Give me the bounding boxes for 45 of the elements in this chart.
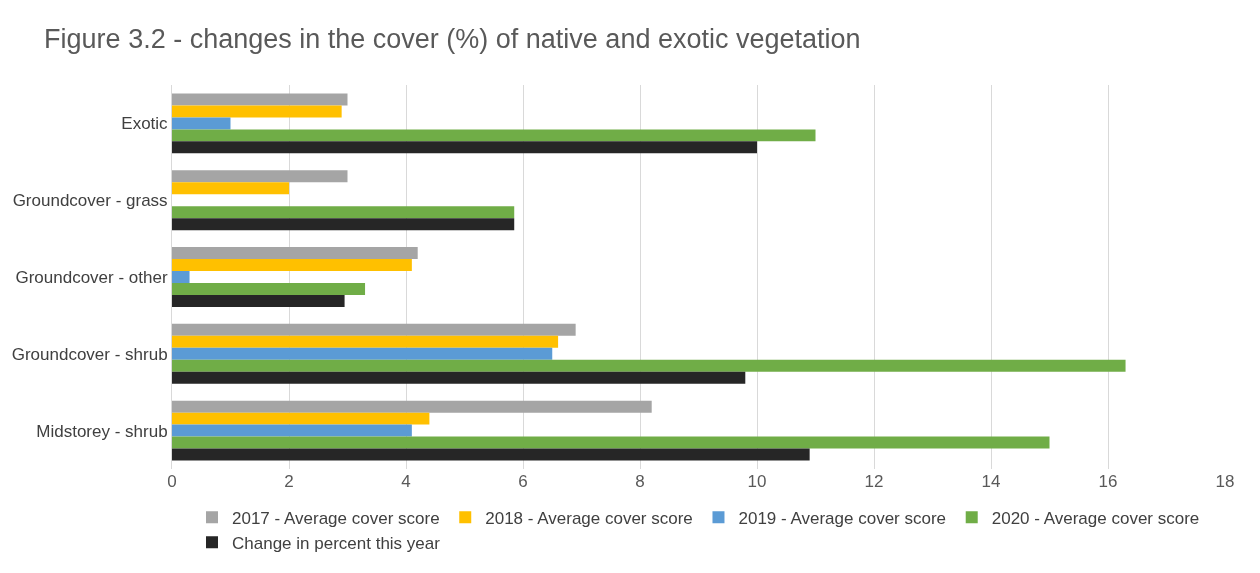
bar xyxy=(172,182,289,195)
bar xyxy=(172,359,1126,372)
bar xyxy=(172,294,345,307)
y-tick-label: Groundcover - shrub xyxy=(11,344,168,364)
y-tick-label: Groundcover - grass xyxy=(12,191,168,211)
x-tick-label: 0 xyxy=(167,472,177,491)
bar xyxy=(172,141,757,154)
bar xyxy=(172,247,418,260)
y-tick-label: Groundcover - other xyxy=(15,267,168,287)
x-tick-label: 18 xyxy=(1215,472,1235,491)
bar xyxy=(172,282,366,295)
x-tick-label: 6 xyxy=(518,472,528,491)
bar xyxy=(172,105,342,118)
bar xyxy=(172,218,515,231)
x-tick-label: 8 xyxy=(635,472,645,491)
chart-title: Figure 3.2 - changes in the cover (%) of native and exotic vegetation xyxy=(44,23,861,54)
y-tick-label: Midstorey - shrub xyxy=(36,421,168,441)
x-tick-label: 14 xyxy=(981,472,1001,491)
legend-label: 2019 - Average cover score xyxy=(738,508,947,528)
bar xyxy=(172,117,231,130)
bar xyxy=(172,424,412,437)
legend-label: 2020 - Average cover score xyxy=(991,508,1200,528)
bar xyxy=(172,93,348,106)
bar xyxy=(172,400,652,413)
legend-label: 2018 - Average cover score xyxy=(485,508,693,528)
bar xyxy=(172,323,576,336)
legend-label: 2017 - Average cover score xyxy=(232,508,440,528)
x-tick-label: 10 xyxy=(747,472,767,491)
bar xyxy=(172,436,1050,449)
x-tick-label: 12 xyxy=(864,472,884,491)
bar xyxy=(172,271,190,283)
bar xyxy=(172,170,348,183)
bar xyxy=(172,259,412,272)
x-tick-label: 16 xyxy=(1098,472,1118,491)
bar xyxy=(172,347,553,360)
bar xyxy=(172,129,816,142)
y-tick-label: Exotic xyxy=(121,114,169,134)
x-tick-label: 4 xyxy=(401,472,411,491)
bar xyxy=(172,335,559,348)
bar xyxy=(172,448,810,461)
legend-label: Change in percent this year xyxy=(232,534,441,553)
x-tick-label: 2 xyxy=(284,472,294,491)
bar xyxy=(172,206,515,219)
bar xyxy=(172,371,746,384)
bar xyxy=(172,412,430,425)
